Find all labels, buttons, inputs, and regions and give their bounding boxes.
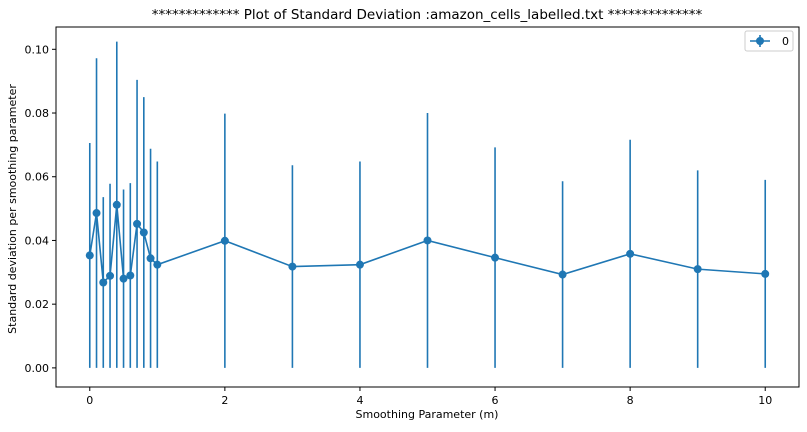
data-point xyxy=(139,228,148,237)
data-point xyxy=(355,260,364,269)
y-tick-label: 0.08 xyxy=(25,107,50,120)
data-point xyxy=(126,271,135,280)
x-tick-label: 10 xyxy=(758,394,772,407)
y-tick-label: 0.02 xyxy=(25,298,50,311)
x-tick-label: 4 xyxy=(356,394,363,407)
axes-frame xyxy=(55,26,800,388)
data-point xyxy=(761,269,770,278)
y-tick-label: 0.06 xyxy=(25,171,50,184)
data-point xyxy=(423,236,432,245)
data-point xyxy=(99,278,108,287)
series-line xyxy=(88,204,766,285)
x-axis-label: Smoothing Parameter (m) xyxy=(356,408,499,421)
data-point xyxy=(106,271,115,280)
x-tick-label: 6 xyxy=(492,394,499,407)
y-axis-label: Standard deviation per smoothing paramet… xyxy=(6,84,19,334)
legend: 0 xyxy=(744,30,794,52)
data-point xyxy=(220,236,229,245)
data-point xyxy=(146,254,155,263)
y-tick-label: 0.10 xyxy=(25,43,50,56)
legend-label: 0 xyxy=(782,35,789,48)
data-point xyxy=(112,200,121,209)
data-point xyxy=(626,249,635,258)
data-point xyxy=(92,209,101,218)
data-point xyxy=(133,219,142,228)
data-point xyxy=(119,274,128,283)
data-point xyxy=(491,253,500,262)
chart-title: ************* Plot of Standard Deviation… xyxy=(152,7,703,23)
y-tick-label: 0.00 xyxy=(25,362,50,375)
x-tick-label: 2 xyxy=(221,394,228,407)
legend-marker xyxy=(756,37,764,45)
data-point xyxy=(153,260,162,269)
data-point xyxy=(288,262,297,271)
y-tick-label: 0.04 xyxy=(25,234,50,247)
plot-area: 0 2 4 6 8 10 0.00 0.02 0.04 0.06 0.08 0.10 xyxy=(25,26,800,407)
x-tick-label: 0 xyxy=(86,394,93,407)
data-point xyxy=(693,265,702,274)
data-point xyxy=(558,270,567,279)
x-tick-label: 8 xyxy=(627,394,634,407)
data-point xyxy=(85,251,94,260)
